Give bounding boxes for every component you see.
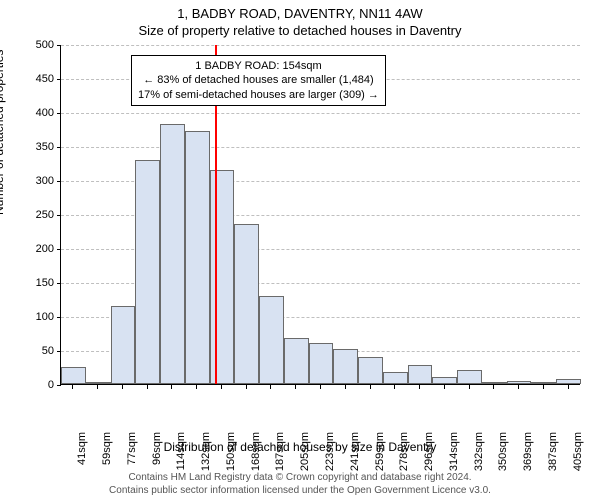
x-tick-mark <box>518 385 519 389</box>
histogram-bar <box>185 131 210 384</box>
annotation-line-2: ← 83% of detached houses are smaller (1,… <box>138 73 379 87</box>
x-tick-mark <box>419 385 420 389</box>
x-tick-label: 132sqm <box>200 432 212 472</box>
x-tick-mark <box>270 385 271 389</box>
y-tick-label: 250 <box>0 209 54 221</box>
y-tick-label: 200 <box>0 243 54 255</box>
x-tick-mark <box>147 385 148 389</box>
histogram-bar <box>333 349 358 384</box>
x-tick-label: 314sqm <box>448 432 460 472</box>
x-tick-label: 114sqm <box>175 432 187 472</box>
y-tick-label: 400 <box>0 107 54 119</box>
y-tick-label: 450 <box>0 73 54 85</box>
histogram-bar <box>284 338 309 384</box>
x-tick-mark <box>171 385 172 389</box>
x-tick-label: 332sqm <box>473 432 485 472</box>
histogram-bar <box>259 296 284 384</box>
y-tick-label: 50 <box>0 345 54 357</box>
plot-area: 1 BADBY ROAD: 154sqm← 83% of detached ho… <box>60 45 580 385</box>
x-tick-mark <box>196 385 197 389</box>
histogram-bar <box>507 381 532 384</box>
x-tick-label: 296sqm <box>423 432 435 472</box>
histogram-bar <box>160 124 185 384</box>
y-tick-mark <box>57 385 61 386</box>
x-tick-mark <box>543 385 544 389</box>
x-tick-mark <box>72 385 73 389</box>
x-tick-label: 168sqm <box>250 432 262 472</box>
chart-title-main: 1, BADBY ROAD, DAVENTRY, NN11 4AW <box>0 0 600 21</box>
chart-container: Number of detached properties 1 BADBY RO… <box>0 40 600 440</box>
y-tick-mark <box>57 317 61 318</box>
x-tick-mark <box>320 385 321 389</box>
x-tick-mark <box>444 385 445 389</box>
histogram-bar <box>531 382 556 384</box>
x-tick-label: 77sqm <box>126 432 138 472</box>
x-tick-label: 187sqm <box>274 432 286 472</box>
x-tick-label: 387sqm <box>547 432 559 472</box>
y-tick-label: 350 <box>0 141 54 153</box>
x-tick-mark <box>97 385 98 389</box>
histogram-bar <box>210 170 235 384</box>
x-tick-mark <box>246 385 247 389</box>
gridline <box>61 147 580 148</box>
gridline <box>61 45 580 46</box>
x-tick-mark <box>394 385 395 389</box>
y-tick-mark <box>57 351 61 352</box>
y-tick-mark <box>57 147 61 148</box>
x-tick-mark <box>295 385 296 389</box>
annotation-line-3: 17% of semi-detached houses are larger (… <box>138 88 379 102</box>
annotation-line-1: 1 BADBY ROAD: 154sqm <box>138 59 379 73</box>
x-tick-mark <box>345 385 346 389</box>
histogram-bar <box>457 370 482 384</box>
y-tick-label: 150 <box>0 277 54 289</box>
x-tick-mark <box>469 385 470 389</box>
y-tick-mark <box>57 79 61 80</box>
histogram-bar <box>482 382 507 384</box>
x-tick-label: 350sqm <box>497 432 509 472</box>
y-tick-mark <box>57 283 61 284</box>
x-tick-label: 223sqm <box>324 432 336 472</box>
attribution-line-2: Contains public sector information licen… <box>0 484 600 497</box>
attribution-line-1: Contains HM Land Registry data © Crown c… <box>0 471 600 484</box>
y-tick-mark <box>57 249 61 250</box>
histogram-bar <box>61 367 86 384</box>
x-tick-label: 150sqm <box>225 432 237 472</box>
x-tick-label: 369sqm <box>522 432 534 472</box>
annotation-box: 1 BADBY ROAD: 154sqm← 83% of detached ho… <box>131 55 386 106</box>
histogram-bar <box>111 306 136 384</box>
x-tick-label: 96sqm <box>151 432 163 472</box>
histogram-bar <box>432 377 457 384</box>
histogram-bar <box>309 343 334 384</box>
histogram-bar <box>234 224 259 384</box>
histogram-bar <box>556 379 581 384</box>
chart-title-sub: Size of property relative to detached ho… <box>0 21 600 38</box>
x-tick-mark <box>221 385 222 389</box>
y-tick-mark <box>57 113 61 114</box>
y-tick-label: 100 <box>0 311 54 323</box>
x-tick-label: 59sqm <box>101 432 113 472</box>
histogram-bar <box>86 382 111 384</box>
y-tick-mark <box>57 181 61 182</box>
x-tick-label: 278sqm <box>398 432 410 472</box>
x-tick-mark <box>493 385 494 389</box>
y-tick-label: 500 <box>0 39 54 51</box>
x-tick-mark <box>370 385 371 389</box>
x-tick-mark <box>122 385 123 389</box>
y-tick-mark <box>57 215 61 216</box>
histogram-bar <box>135 160 160 384</box>
x-tick-label: 259sqm <box>374 432 386 472</box>
y-tick-label: 0 <box>0 379 54 391</box>
histogram-bar <box>383 372 408 384</box>
histogram-bar <box>408 365 433 384</box>
x-tick-label: 241sqm <box>349 432 361 472</box>
y-tick-label: 300 <box>0 175 54 187</box>
histogram-bar <box>358 357 383 384</box>
x-tick-mark <box>568 385 569 389</box>
x-tick-label: 41sqm <box>76 432 88 472</box>
gridline <box>61 113 580 114</box>
y-tick-mark <box>57 45 61 46</box>
x-tick-label: 405sqm <box>572 432 584 472</box>
x-tick-label: 205sqm <box>299 432 311 472</box>
